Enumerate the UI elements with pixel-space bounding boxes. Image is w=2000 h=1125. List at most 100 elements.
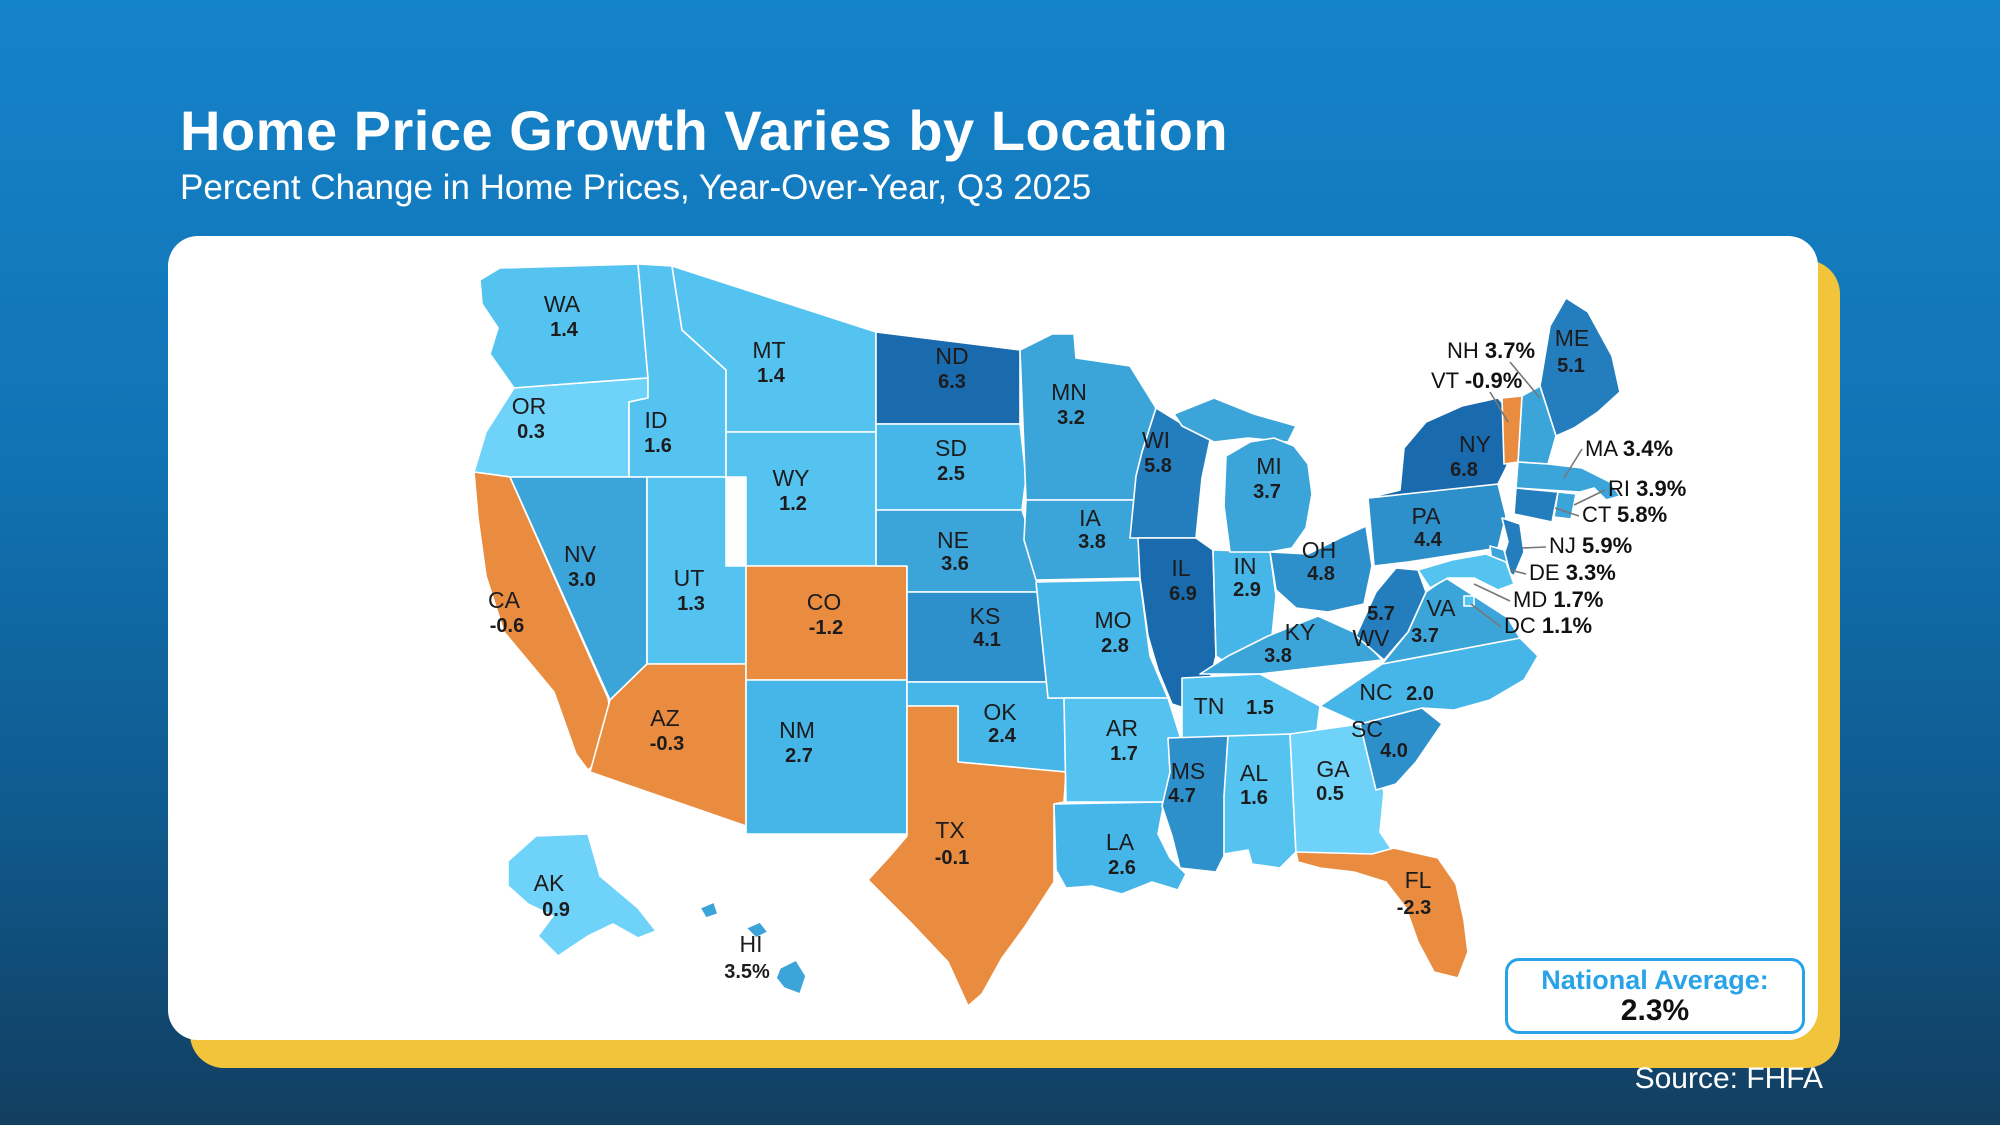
state-pa-label: PA xyxy=(1412,503,1442,529)
state-md-callout-label: MD 1.7% xyxy=(1513,587,1603,612)
state-mt-value: 1.4 xyxy=(757,365,786,387)
state-me-value: 5.1 xyxy=(1557,355,1585,377)
national-average-value: 2.3% xyxy=(1620,993,1690,1027)
state-mi xyxy=(1223,437,1313,553)
state-nd-label: ND xyxy=(935,343,968,369)
state-tx xyxy=(867,705,1067,1007)
state-ri-callout-label: RI 3.9% xyxy=(1608,476,1686,501)
state-wi-label: WI xyxy=(1142,427,1170,453)
leader-line-ri xyxy=(1573,489,1606,506)
state-ct-callout-label: CT 5.8% xyxy=(1582,502,1667,527)
state-hi xyxy=(699,901,719,919)
state-wv-value: 5.7 xyxy=(1367,603,1395,625)
state-oh-value: 4.8 xyxy=(1307,563,1335,585)
state-mi-value: 3.7 xyxy=(1253,481,1281,503)
state-id-value: 1.6 xyxy=(644,435,672,457)
state-va-label: VA xyxy=(1427,595,1457,621)
state-sd-value: 2.5 xyxy=(937,463,965,485)
state-dc-callout-label: DC 1.1% xyxy=(1504,613,1592,638)
state-nm-label: NM xyxy=(779,717,815,743)
state-ca-label: CA xyxy=(488,587,521,613)
state-wa-label: WA xyxy=(544,291,581,317)
state-wa-value: 1.4 xyxy=(550,319,579,341)
state-me xyxy=(1539,297,1621,437)
state-ga-value: 0.5 xyxy=(1316,783,1344,805)
map-card: WA 1.4 OR 0.3 CA -0.6 ID 1.6 NV 3.0 UT 1.3 AZ -0.3 MT 1… xyxy=(168,236,1818,1040)
state-ar-value: 1.7 xyxy=(1110,743,1138,765)
state-sc-label: SC xyxy=(1351,716,1383,742)
state-la xyxy=(1053,801,1187,895)
state-ga-label: GA xyxy=(1316,756,1350,782)
leader-line-md xyxy=(1473,583,1511,602)
state-de-callout-label: DE 3.3% xyxy=(1529,560,1616,585)
state-il-value: 6.9 xyxy=(1169,583,1197,605)
state-ny-value: 6.8 xyxy=(1450,459,1478,481)
state-ks-value: 4.1 xyxy=(973,629,1001,651)
state-ky-value: 3.8 xyxy=(1264,645,1292,667)
state-oh xyxy=(1269,525,1373,613)
state-mi-label: MI xyxy=(1256,453,1282,479)
state-oh-label: OH xyxy=(1302,537,1337,563)
state-ca-value: -0.6 xyxy=(490,615,524,637)
state-ia-label: IA xyxy=(1079,505,1101,531)
state-mo-value: 2.8 xyxy=(1101,635,1129,657)
state-nc-label: NC xyxy=(1359,679,1392,705)
state-ok-label: OK xyxy=(983,699,1017,725)
state-ky-label: KY xyxy=(1285,619,1316,645)
state-ak xyxy=(507,833,657,957)
state-il-label: IL xyxy=(1171,555,1190,581)
state-ut-value: 1.3 xyxy=(677,593,705,615)
state-md xyxy=(1417,553,1515,591)
state-tx-value: -0.1 xyxy=(935,847,969,869)
leader-line-vt xyxy=(1489,391,1509,423)
callout-leader-lines xyxy=(1470,361,1606,628)
leader-line-ct xyxy=(1554,507,1580,517)
state-la-label: LA xyxy=(1106,829,1135,855)
national-average-label: National Average: xyxy=(1541,964,1769,995)
state-tx-label: TX xyxy=(935,817,964,843)
state-shapes xyxy=(473,263,1621,1007)
state-mn-label: MN xyxy=(1051,379,1087,405)
state-or-value: 0.3 xyxy=(517,421,545,443)
leader-line-nj xyxy=(1521,546,1547,549)
state-mt-label: MT xyxy=(752,337,785,363)
state-sd xyxy=(875,423,1027,511)
leader-line-dc xyxy=(1470,603,1502,628)
state-me-label: ME xyxy=(1555,325,1590,351)
national-average-box: National Average: 2.3% xyxy=(1505,958,1805,1034)
state-or xyxy=(473,377,649,478)
state-az-label: AZ xyxy=(650,705,679,731)
state-sd-label: SD xyxy=(935,435,967,461)
page-subtitle: Percent Change in Home Prices, Year-Over… xyxy=(180,168,1092,207)
state-ks-label: KS xyxy=(970,603,1001,629)
state-ny-label: NY xyxy=(1459,431,1491,457)
state-nm-value: 2.7 xyxy=(785,745,813,767)
state-fl-label: FL xyxy=(1405,867,1432,893)
state-wy-value: 1.2 xyxy=(779,493,807,515)
state-hi-value: 3.5% xyxy=(724,961,770,983)
state-mi xyxy=(1173,397,1297,443)
state-mn-value: 3.2 xyxy=(1057,407,1085,429)
leader-line-nh xyxy=(1509,361,1541,399)
state-tn xyxy=(1181,673,1321,739)
state-id-label: ID xyxy=(645,407,668,433)
state-ma xyxy=(1515,461,1621,501)
state-la-value: 2.6 xyxy=(1108,857,1136,879)
state-wv xyxy=(1355,567,1427,661)
state-ny xyxy=(1367,397,1517,499)
state-nm xyxy=(745,679,908,835)
state-sc-value: 4.0 xyxy=(1380,740,1408,762)
state-wi-value: 5.8 xyxy=(1144,455,1172,477)
state-nd-value: 6.3 xyxy=(938,371,966,393)
state-pa-value: 4.4 xyxy=(1414,529,1443,551)
state-ak-label: AK xyxy=(534,870,565,896)
state-az-value: -0.3 xyxy=(650,733,684,755)
state-vt xyxy=(1501,395,1523,465)
state-or-label: OR xyxy=(512,393,547,419)
state-ne-label: NE xyxy=(937,527,969,553)
state-in-value: 2.9 xyxy=(1233,579,1261,601)
state-ak-value: 0.9 xyxy=(542,899,570,921)
page-title: Home Price Growth Varies by Location xyxy=(180,99,1229,162)
